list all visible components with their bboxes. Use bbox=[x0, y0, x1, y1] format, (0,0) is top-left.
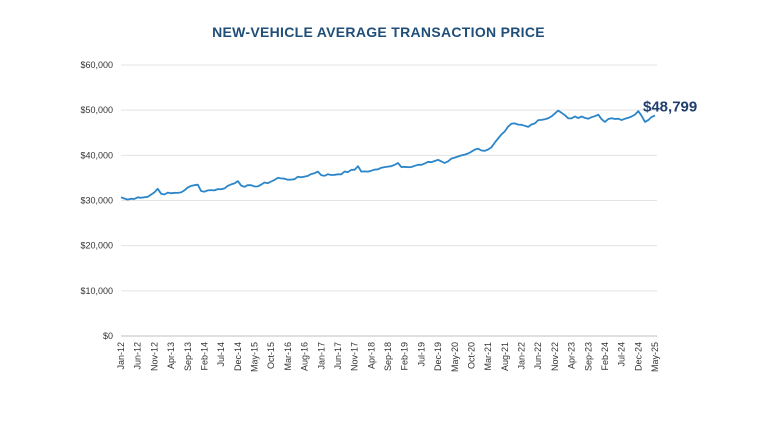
x-tick-label: Apr-13 bbox=[166, 342, 176, 369]
series-line-atp bbox=[120, 109, 656, 201]
x-tick-label: Aug-16 bbox=[300, 342, 310, 371]
x-tick-label: Jun-12 bbox=[133, 342, 143, 370]
x-tick-label: Aug-21 bbox=[500, 342, 510, 371]
x-tick-label: May-20 bbox=[450, 342, 460, 372]
x-tick-label: Jul-19 bbox=[416, 342, 426, 367]
x-tick-label: Oct-15 bbox=[266, 342, 276, 369]
y-tick-label: $10,000 bbox=[80, 286, 113, 296]
y-axis-ticks: $0 $10,000 $20,000 $30,000 $40,000 $50,000 $60… bbox=[80, 60, 113, 341]
x-tick-label: Nov-22 bbox=[550, 342, 560, 371]
x-tick-label: Jul-14 bbox=[216, 342, 226, 367]
x-tick-label: Dec-19 bbox=[433, 342, 443, 371]
x-tick-label: Nov-17 bbox=[350, 342, 360, 371]
x-tick-label: Oct-20 bbox=[466, 342, 476, 369]
x-tick-label: Sep-18 bbox=[383, 342, 393, 371]
x-tick-label: Nov-12 bbox=[149, 342, 159, 371]
y-tick-label: $50,000 bbox=[80, 105, 113, 115]
x-tick-label: Feb-24 bbox=[600, 342, 610, 371]
callout-label: $48,799 bbox=[643, 99, 697, 116]
x-tick-label: Mar-21 bbox=[483, 342, 493, 371]
x-tick-label: Sep-13 bbox=[183, 342, 193, 371]
x-tick-label: Feb-14 bbox=[199, 342, 209, 371]
x-axis-ticks: Jan-12 Jun-12 Nov-12 Apr-13 Sep-13 Feb-14 Jul-… bbox=[116, 342, 660, 372]
x-tick-label: May-15 bbox=[250, 342, 260, 372]
x-tick-label: Sep-23 bbox=[583, 342, 593, 371]
x-tick-label: Apr-23 bbox=[567, 342, 577, 369]
gridlines bbox=[121, 64, 657, 292]
x-tick-label: Jan-22 bbox=[517, 342, 527, 370]
x-tick-label: Dec-24 bbox=[633, 342, 643, 371]
x-tick-label: Jan-17 bbox=[316, 342, 326, 370]
x-tick-label: Jan-12 bbox=[116, 342, 126, 370]
x-tick-label: Jun-17 bbox=[333, 342, 343, 370]
x-tick-label: Apr-18 bbox=[366, 342, 376, 369]
x-tick-label: Feb-19 bbox=[400, 342, 410, 371]
x-tick-label: Mar-16 bbox=[283, 342, 293, 371]
y-tick-label: $20,000 bbox=[80, 241, 113, 251]
chart-title: NEW-VEHICLE AVERAGE TRANSACTION PRICE bbox=[212, 24, 545, 40]
y-tick-label: $30,000 bbox=[80, 196, 113, 206]
y-tick-label: $60,000 bbox=[80, 60, 113, 70]
x-tick-label: May-25 bbox=[650, 342, 660, 372]
x-tick-label: Dec-14 bbox=[233, 342, 243, 371]
x-tick-label: Jun-22 bbox=[533, 342, 543, 370]
x-tick-label: Jul-24 bbox=[617, 342, 627, 367]
annotations: $48,799 bbox=[643, 99, 697, 116]
y-tick-label: $0 bbox=[103, 331, 113, 341]
y-tick-label: $40,000 bbox=[80, 150, 113, 160]
